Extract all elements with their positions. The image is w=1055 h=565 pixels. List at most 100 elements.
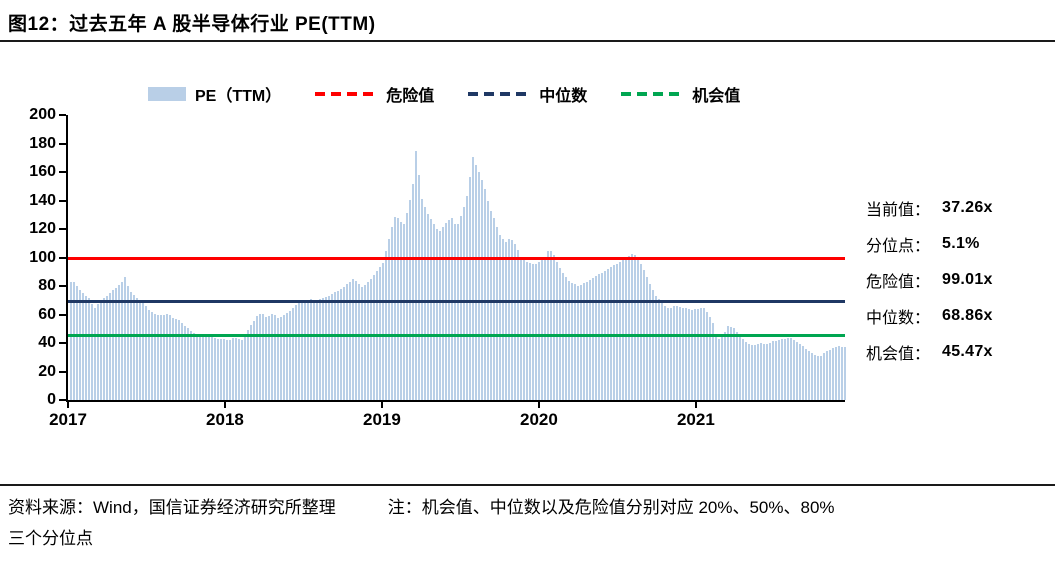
pe-bar <box>778 340 780 400</box>
pe-bar <box>85 296 87 400</box>
pe-bar <box>460 216 462 400</box>
pe-bar <box>148 310 150 400</box>
pe-bar <box>709 317 711 400</box>
opportunity-line <box>68 333 845 337</box>
y-tick <box>59 313 66 316</box>
pe-bar <box>304 303 306 400</box>
pe-bar <box>136 298 138 400</box>
pe-bar <box>739 336 741 400</box>
pe-bar <box>481 180 483 400</box>
stat-row-current: 当前值： 37.26x <box>866 190 993 226</box>
risk-line <box>68 257 845 261</box>
pe-bar <box>580 285 582 400</box>
x-tick <box>67 402 69 408</box>
pe-bar <box>517 250 519 400</box>
pe-bar <box>106 296 108 400</box>
pe-bar <box>841 347 843 400</box>
x-tick <box>694 402 697 408</box>
pe-bar <box>70 282 72 400</box>
pe-bar <box>796 342 798 400</box>
pe-bar <box>667 308 669 400</box>
chart-legend: PE（TTM） 危险值 中位数 机会值 <box>148 83 774 105</box>
pe-bar <box>541 260 543 400</box>
pe-bar <box>760 343 762 400</box>
pe-bar <box>808 351 810 400</box>
pe-bar <box>400 222 402 400</box>
y-tick-label: 60 <box>38 305 56 323</box>
pe-bar <box>610 267 612 400</box>
pe-bar <box>133 295 135 400</box>
title-divider <box>0 40 1055 42</box>
pe-bar <box>94 308 96 400</box>
pe-bar <box>412 184 414 400</box>
pe-bar <box>736 332 738 400</box>
pe-bar <box>280 317 282 400</box>
pe-bar <box>763 344 765 400</box>
pe-bar <box>505 242 507 400</box>
pe-bar <box>181 323 183 400</box>
stat-label: 危险值： <box>866 274 931 291</box>
pe-bar <box>649 284 651 400</box>
y-tick-label: 0 <box>47 391 56 408</box>
stat-row-percentile: 分位点： 5.1% <box>866 226 993 262</box>
stat-label: 机会值： <box>866 346 931 363</box>
pe-bar <box>409 200 411 400</box>
y-tick-label: 80 <box>38 277 56 294</box>
pe-bar <box>583 283 585 400</box>
pe-bar <box>454 224 456 400</box>
pe-bar <box>220 339 222 400</box>
pe-bar <box>103 298 105 400</box>
pe-bar <box>145 306 147 400</box>
pe-bar <box>199 336 201 400</box>
pe-bar <box>790 338 792 400</box>
pe-bar <box>250 325 252 400</box>
pe-bar <box>457 224 459 400</box>
pe-bar <box>346 284 348 400</box>
pe-bar <box>817 356 819 400</box>
pe-bar <box>520 257 522 400</box>
pe-bar <box>745 342 747 400</box>
stat-row-risk: 危险值： 99.01x <box>866 262 993 298</box>
stat-value: 45.47x <box>942 343 993 360</box>
pe-bar <box>361 287 363 400</box>
pe-bar <box>328 296 330 400</box>
pe-bar <box>313 300 315 400</box>
pe-bar <box>256 316 258 400</box>
pe-bar <box>556 262 558 400</box>
pe-bar <box>775 341 777 400</box>
pe-bar <box>259 314 261 400</box>
legend-dash-icon <box>621 92 684 96</box>
pe-bar <box>292 308 294 400</box>
pe-bar <box>820 356 822 400</box>
x-tick <box>380 402 383 408</box>
pe-bar <box>451 218 453 400</box>
pe-bar <box>226 340 228 400</box>
pe-bar <box>664 306 666 400</box>
pe-bar <box>694 309 696 400</box>
pe-bar <box>448 220 450 400</box>
pe-bar <box>382 263 384 400</box>
pe-bar <box>406 213 408 400</box>
pe-bar <box>238 339 240 400</box>
pe-bar <box>211 337 213 400</box>
pe-bar <box>394 217 396 400</box>
pe-bar <box>442 227 444 400</box>
pe-bar <box>829 350 831 400</box>
pe-bar <box>415 151 417 400</box>
y-tick <box>59 370 66 373</box>
pe-bar <box>613 265 615 400</box>
pe-bar <box>835 347 837 400</box>
y-tick-label: 160 <box>29 163 56 180</box>
figure-title: 图12：过去五年 A 股半导体行业 PE(TTM) <box>8 14 376 35</box>
pe-bar <box>322 298 324 400</box>
y-tick-label: 20 <box>38 362 56 380</box>
pe-bar <box>844 347 846 400</box>
pe-bar <box>769 343 771 400</box>
stat-row-opportunity: 机会值： 45.47x <box>866 334 993 370</box>
pe-bar <box>439 231 441 400</box>
pe-bar <box>118 285 120 400</box>
pe-bar <box>655 296 657 400</box>
pe-bar <box>307 301 309 400</box>
stat-value: 68.86x <box>942 307 993 324</box>
